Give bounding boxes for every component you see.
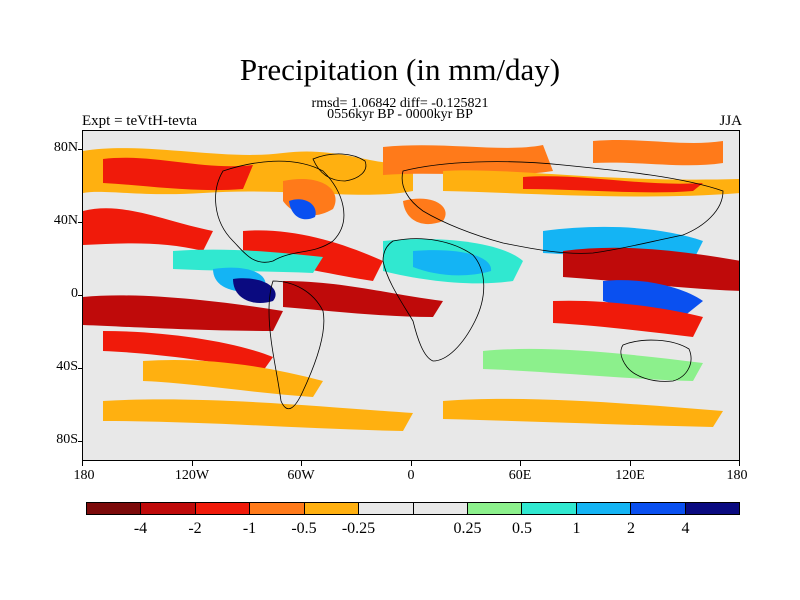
lat-tick [78, 368, 82, 369]
lon-label: 0 [407, 468, 415, 483]
lon-label: 120E [615, 468, 645, 483]
lon-label: 60E [508, 468, 532, 483]
experiment-label: Expt = teVtH-tevta [82, 113, 198, 129]
lat-tick [78, 149, 82, 150]
lat-label: 40N [53, 213, 78, 228]
anomaly-patch [443, 398, 723, 427]
anomaly-patch [83, 295, 283, 331]
colorbar-box [304, 503, 360, 514]
anomaly-patch [483, 348, 703, 381]
anomaly-patch [143, 359, 323, 397]
lat-tick [78, 295, 82, 296]
colorbar-label: -2 [188, 520, 202, 537]
anomaly-patch [103, 399, 413, 431]
colorbar-box [250, 503, 305, 514]
anomaly-patch [413, 250, 492, 276]
anomaly-patch [83, 208, 213, 251]
colorbar-label: 0.5 [512, 520, 532, 537]
lon-label: 180 [726, 468, 748, 483]
colorbar-box [522, 503, 577, 514]
colorbar-box [685, 503, 740, 514]
period-line: 0556kyr BP - 0000kyr BP [327, 107, 473, 122]
anomaly-patch [289, 199, 316, 220]
lat-tick [78, 222, 82, 223]
colorbar-box [87, 503, 142, 514]
lon-label: 60W [287, 468, 315, 483]
lat-label: 80N [53, 140, 78, 155]
colorbar-box [195, 503, 251, 514]
colorbar-label: 2 [627, 520, 635, 537]
lon-tick [520, 461, 521, 466]
anomaly-patch [233, 278, 276, 303]
anomaly-patch [563, 247, 739, 291]
anomaly-patch [523, 176, 703, 193]
colorbar-label: 4 [681, 520, 690, 537]
anomaly-patch [603, 280, 703, 317]
map-field [83, 140, 739, 431]
lat-tick [78, 441, 82, 442]
colorbar-label: -1 [242, 520, 257, 537]
lon-tick [82, 461, 83, 466]
lon-tick [301, 461, 302, 466]
lat-label: 0 [71, 286, 78, 301]
anomaly-patch [103, 331, 273, 371]
anomaly-patch [383, 145, 553, 175]
colorbar-label: 0.25 [453, 520, 482, 537]
colorbar-box [413, 503, 468, 514]
colorbar-label: -4 [133, 520, 148, 537]
lon-tick [192, 461, 193, 466]
colorbar-label: 1 [572, 520, 581, 537]
anomaly-patch [593, 140, 723, 166]
colorbar-box [576, 503, 632, 514]
figure-title: Precipitation (in mm/day) [239, 52, 561, 87]
precipitation-map [82, 130, 740, 461]
colorbar-box [141, 503, 196, 514]
anomaly-patch [283, 281, 443, 317]
lon-tick [739, 461, 740, 466]
colorbar-label: -0.5 [291, 520, 317, 537]
lon-tick [411, 461, 412, 466]
anomaly-patch [553, 300, 703, 337]
lat-label: 80S [56, 432, 78, 447]
lon-tick [630, 461, 631, 466]
colorbar-box [359, 503, 414, 514]
colorbar [86, 502, 740, 515]
stats-line: rmsd= 1.06842 diff= -0.125821 [311, 96, 489, 111]
season-label: JJA [719, 113, 742, 129]
anomaly-patch [103, 157, 253, 191]
lon-label: 180 [73, 468, 95, 483]
colorbar-label: -0.25 [341, 520, 376, 537]
anomaly-patch [243, 230, 383, 281]
lon-label: 120W [174, 468, 210, 483]
coastlines [215, 153, 724, 410]
lat-label: 40S [56, 359, 78, 374]
colorbar-box [631, 503, 686, 514]
colorbar-box [467, 503, 523, 514]
